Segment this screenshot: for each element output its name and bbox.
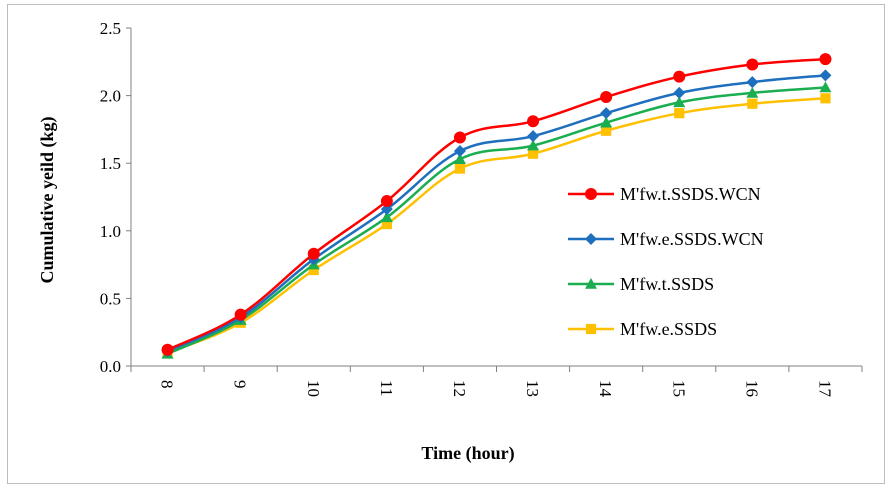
data-point (746, 86, 759, 98)
x-tick-label: 15 (669, 380, 688, 397)
data-point (380, 195, 393, 208)
y-axis-title: Cumulative yeild (kg) (37, 116, 58, 283)
data-point (380, 211, 393, 223)
x-tick-label: 17 (815, 380, 834, 398)
data-point (747, 98, 758, 109)
data-point (673, 96, 686, 108)
series-layer (161, 53, 832, 359)
legend-entry: M'fw.t.SSDS (568, 274, 714, 294)
data-point (600, 90, 613, 103)
legend-label: M'fw.t.SSDS (620, 274, 714, 294)
data-point (527, 115, 540, 128)
data-point (600, 116, 613, 128)
data-point (308, 264, 319, 276)
data-point (307, 247, 320, 260)
legend-label: M'fw.e.SSDS.WCN (620, 229, 764, 249)
legend-marker (585, 323, 597, 335)
data-point (746, 76, 759, 89)
y-axis: 0.0 0.5 1.0 1.5 2.0 2.5 (100, 19, 132, 376)
series-0 (161, 53, 832, 356)
legend: M'fw.t.SSDS.WCN M'fw.e.SSDS.WCN M'fw.t.SSD… (568, 184, 764, 339)
y-tick-label: 1.0 (100, 222, 121, 241)
y-tick-label: 2.0 (100, 87, 121, 106)
data-point (601, 125, 612, 136)
data-point (381, 218, 392, 230)
data-point (819, 81, 832, 93)
legend-marker (585, 188, 597, 200)
x-tick-label: 11 (377, 380, 396, 396)
series-1 (161, 69, 832, 358)
data-point (673, 70, 686, 83)
data-point (674, 108, 685, 119)
data-point (527, 130, 540, 143)
y-tick-label: 2.5 (100, 19, 121, 38)
data-point (819, 69, 832, 82)
data-point (453, 145, 466, 158)
x-axis-title: Time (hour) (421, 443, 514, 464)
x-tick-label: 9 (231, 380, 250, 389)
data-point (453, 131, 466, 144)
data-point (234, 308, 247, 321)
data-point (454, 163, 466, 174)
series-line (167, 57, 826, 351)
data-point (161, 343, 174, 356)
y-tick-label: 0.5 (100, 289, 121, 308)
legend-marker (585, 233, 597, 245)
data-point (600, 107, 613, 120)
legend-entry: M'fw.e.SSDS.WCN (568, 229, 764, 249)
legend-entry: M'fw.t.SSDS.WCN (568, 184, 761, 204)
x-tick-label: 10 (304, 380, 323, 397)
legend-label: M'fw.e.SSDS (620, 319, 717, 339)
legend-marker (585, 278, 597, 289)
x-axis: 8 9 10 11 12 13 14 15 16 17 (130, 365, 863, 398)
series-line (167, 97, 826, 354)
x-tick-label: 16 (742, 380, 761, 397)
data-point (453, 153, 466, 164)
y-tick-label: 0.0 (100, 357, 121, 376)
x-tick-label: 8 (158, 380, 177, 389)
legend-label: M'fw.t.SSDS.WCN (620, 184, 761, 204)
series-2 (161, 81, 832, 359)
data-point (527, 139, 540, 151)
data-point (746, 58, 759, 71)
y-tick-label: 1.5 (100, 154, 121, 173)
series-line (167, 86, 826, 355)
series-3 (162, 93, 831, 358)
legend-entry: M'fw.e.SSDS (568, 319, 717, 339)
x-tick-label: 12 (450, 380, 469, 397)
data-point (819, 53, 832, 66)
x-tick-label: 14 (596, 380, 615, 398)
data-point (527, 148, 539, 159)
data-point (673, 86, 686, 99)
series-line (167, 74, 826, 353)
x-tick-label: 13 (523, 380, 542, 397)
data-point (820, 93, 831, 104)
